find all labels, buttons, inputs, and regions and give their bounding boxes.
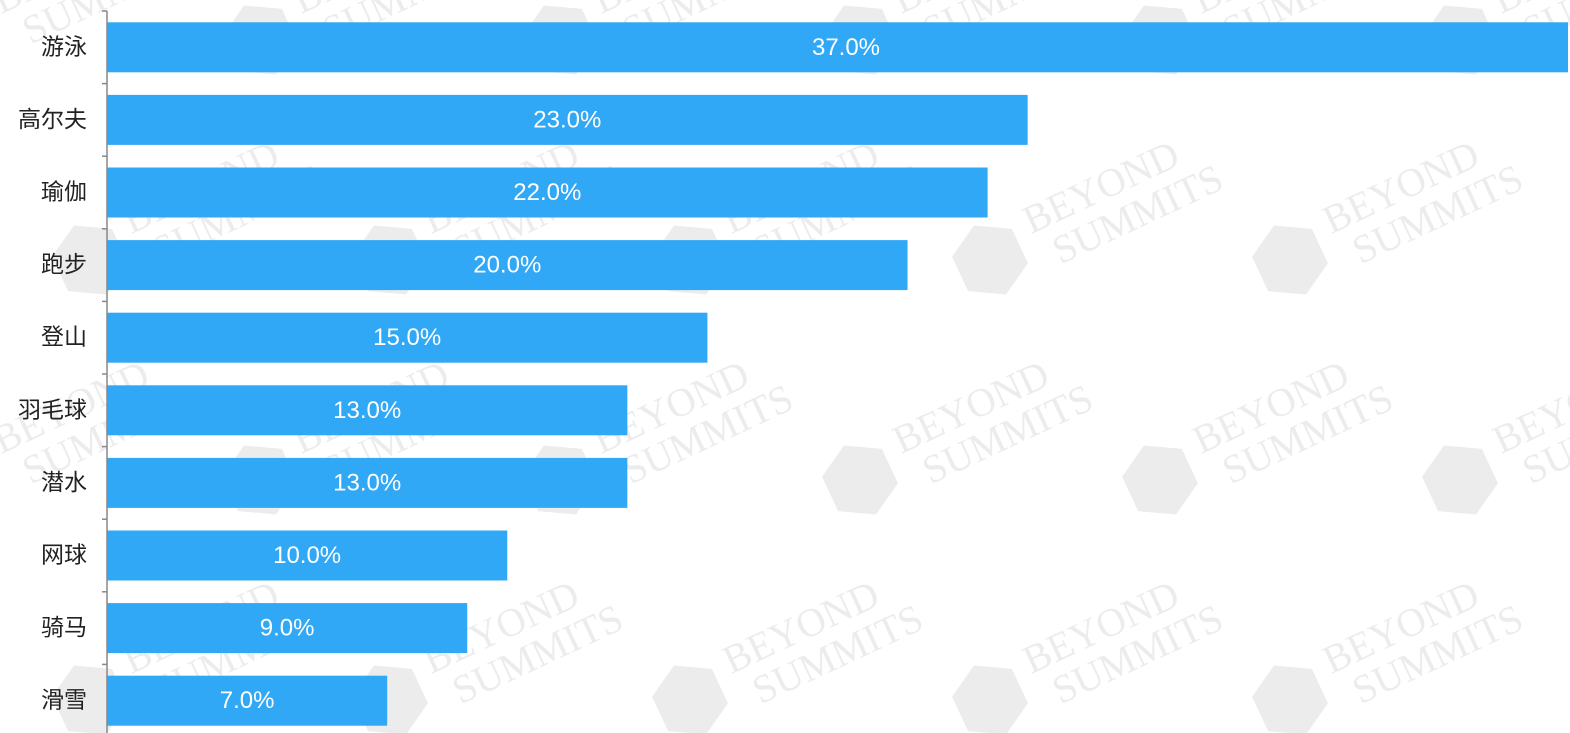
bar	[107, 603, 468, 654]
value-label: 15.0%	[373, 324, 441, 351]
category-label: 登山	[41, 325, 87, 351]
watermark-seal-icon	[1252, 665, 1328, 733]
bar	[107, 675, 388, 726]
bars	[107, 22, 1568, 726]
bar	[107, 312, 708, 363]
value-label: 9.0%	[260, 615, 315, 642]
bar	[107, 94, 1028, 145]
value-label: 37.0%	[812, 34, 880, 61]
value-label: 22.0%	[513, 179, 581, 206]
value-label: 23.0%	[533, 106, 601, 133]
value-labels: 37.0% 23.0% 22.0% 20.0% 15.0% 13.0% 13.0% 10.0%…	[220, 34, 880, 714]
category-label: 羽毛球	[18, 397, 87, 423]
value-label: 13.0%	[333, 469, 401, 496]
watermark-seal-icon	[1252, 225, 1328, 295]
category-label: 骑马	[41, 615, 87, 641]
bar	[107, 22, 1568, 73]
value-label: 10.0%	[273, 542, 341, 569]
category-label: 游泳	[41, 34, 87, 60]
watermark-seal-icon	[952, 665, 1028, 733]
category-label: 瑜伽	[41, 180, 87, 206]
watermark-seal-icon	[822, 445, 898, 515]
category-label: 高尔夫	[18, 107, 87, 133]
category-label: 潜水	[41, 470, 87, 496]
watermark-seal-icon	[952, 225, 1028, 295]
bar	[107, 240, 908, 291]
value-label: 13.0%	[333, 397, 401, 424]
bar	[107, 530, 508, 581]
watermark-seal-icon	[1422, 445, 1498, 515]
value-label: 20.0%	[473, 252, 541, 279]
category-label: 滑雪	[41, 688, 87, 714]
value-label: 7.0%	[220, 687, 275, 714]
y-axis	[102, 10, 108, 733]
category-label: 网球	[41, 543, 87, 569]
bar	[107, 385, 628, 436]
bar	[107, 457, 628, 508]
watermark-seal-icon	[652, 665, 728, 733]
watermark-seal-icon	[1122, 445, 1198, 515]
bar	[107, 167, 988, 218]
category-label: 跑步	[41, 252, 87, 278]
